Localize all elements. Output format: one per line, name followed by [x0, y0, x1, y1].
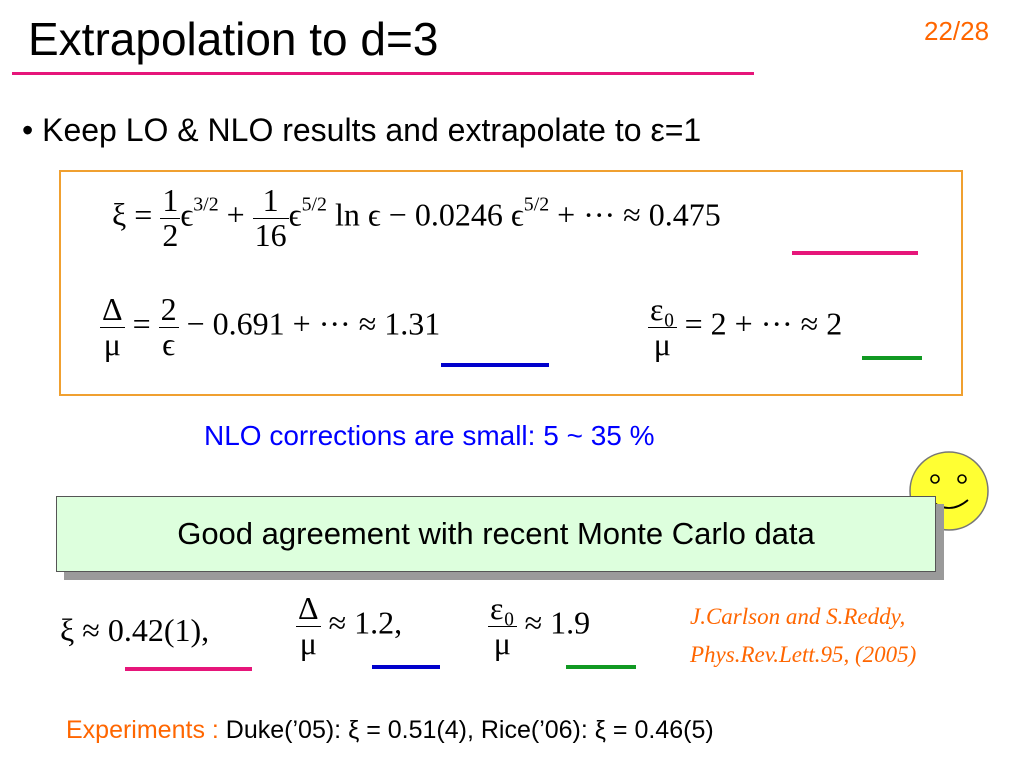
mc-delta-result: Δ μ ≈ 1.2,	[296, 590, 403, 661]
delta-over-mu: Δ μ	[100, 291, 125, 362]
exponent: 3/2	[193, 193, 219, 216]
mc-eps0-result: ε₀ μ ≈ 1.9	[488, 590, 591, 661]
frac-den: 16	[254, 216, 287, 253]
reference-citation: J.Carlson and S.Reddy, Phys.Rev.Lett.95,…	[690, 598, 916, 674]
xi-value-underline	[792, 251, 918, 255]
eps0-middle-terms: = 2 + ···	[676, 305, 801, 342]
mc-eps0-value: ≈ 1.9	[524, 604, 591, 641]
reference-line-2: Phys.Rev.Lett.95, (2005)	[690, 642, 917, 667]
frac-num: ε₀	[488, 590, 517, 627]
frac-num: 2	[158, 291, 179, 328]
delta-approx-value: ≈ 1.31	[358, 305, 441, 342]
two-over-epsilon: 2 ϵ	[158, 291, 179, 362]
xi-approx-value: ≈ 0.475	[623, 196, 721, 233]
page-number: 22/28	[924, 16, 990, 46]
xi-lhs: ξ =	[112, 196, 161, 233]
delta-equation: Δ μ = 2 ϵ − 0.691 + ··· ≈ 1.31	[100, 291, 441, 362]
frac-num: Δ	[100, 291, 125, 328]
title-underline	[12, 72, 754, 75]
slide-title: Extrapolation to d=3	[28, 13, 439, 65]
equals-sign: =	[124, 305, 159, 342]
frac-den: μ	[653, 325, 671, 362]
experiments-line: Experiments : Duke(’05): ξ = 0.51(4), Ri…	[66, 716, 714, 745]
xi-middle-terms: ln ϵ − 0.0246 ϵ	[326, 196, 524, 233]
frac-num: 1	[252, 183, 289, 219]
experiments-label: Experiments :	[66, 716, 219, 744]
epsilon-base: ϵ	[180, 196, 194, 233]
mc-delta-underline	[372, 665, 440, 669]
frac-den: ϵ	[162, 325, 176, 362]
eps0-over-mu: ε₀ μ	[648, 291, 677, 362]
eps0-approx-value: ≈ 2	[800, 305, 843, 342]
epsilon-base: ϵ	[288, 196, 302, 233]
mc-delta-value: ≈ 1.2,	[328, 604, 403, 641]
eps0-over-mu: ε₀ μ	[488, 590, 517, 661]
xi-equation: ξ = 1 2 ϵ3/2 + 1 16 ϵ5/2 ln ϵ − 0.0246 ϵ…	[112, 182, 721, 253]
fraction-sixteenth: 1 16	[252, 183, 289, 253]
exponent: 5/2	[523, 193, 550, 216]
frac-den: μ	[493, 624, 511, 661]
eps0-value-underline	[862, 356, 922, 360]
rice-result: Rice(’06): ξ = 0.46(5)	[480, 716, 714, 744]
fraction-half: 1 2	[160, 182, 181, 253]
delta-over-mu: Δ μ	[296, 590, 321, 661]
duke-result: Duke(’05): ξ = 0.51(4),	[225, 716, 474, 744]
mc-xi-value: 0.42(1),	[107, 612, 210, 648]
mc-xi-underline	[125, 667, 252, 671]
frac-den: μ	[299, 624, 317, 661]
frac-num: 1	[160, 182, 181, 219]
frac-den: 2	[162, 216, 179, 253]
eps0-equation: ε₀ μ = 2 + ··· ≈ 2	[648, 291, 843, 362]
bullet-point: • Keep LO & NLO results and extrapolate …	[22, 112, 702, 148]
frac-num: Δ	[296, 590, 321, 627]
agreement-text: Good agreement with recent Monte Carlo d…	[177, 516, 815, 551]
mc-xi-lhs: ξ ≈	[60, 612, 108, 648]
equation-box	[59, 170, 963, 396]
agreement-box: Good agreement with recent Monte Carlo d…	[56, 496, 936, 572]
mc-eps0-underline	[566, 665, 636, 669]
exponent: 5/2	[301, 193, 327, 216]
plus-sign: +	[218, 196, 253, 233]
xi-tail: + ···	[549, 196, 624, 233]
nlo-note: NLO corrections are small: 5 ~ 35 %	[204, 420, 655, 451]
frac-num: ε₀	[648, 291, 677, 328]
frac-den: μ	[103, 325, 121, 362]
mc-xi-result: ξ ≈ 0.42(1),	[60, 612, 209, 649]
reference-line-1: J.Carlson and S.Reddy,	[690, 604, 906, 629]
delta-middle-terms: − 0.691 + ···	[178, 305, 359, 342]
delta-value-underline	[441, 363, 549, 367]
